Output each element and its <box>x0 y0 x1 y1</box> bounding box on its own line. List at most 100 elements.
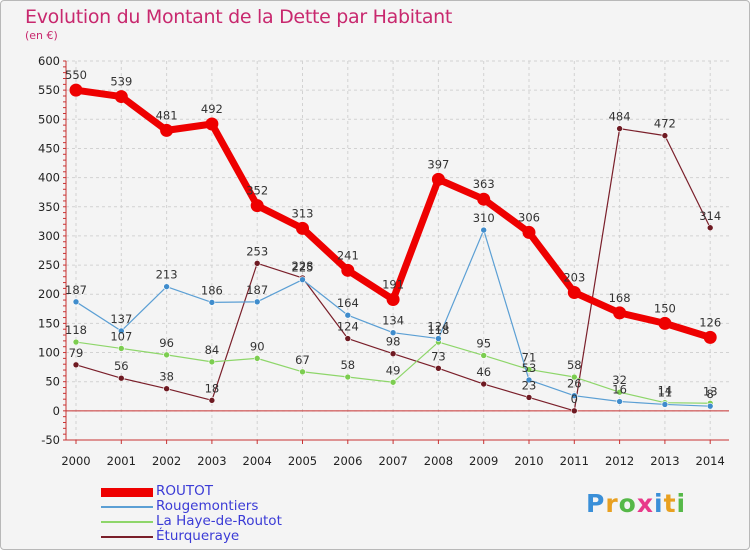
data-point--turqueraye <box>208 397 216 404</box>
legend-swatch--turqueraye <box>101 536 153 538</box>
data-point-la-haye-de-routot <box>616 388 623 396</box>
data-point--turqueraye <box>389 350 397 358</box>
data-point--turqueraye <box>661 132 669 139</box>
data-label-la-haye-de-routot: 71 <box>522 350 537 364</box>
data-label--turqueraye: 79 <box>69 346 84 360</box>
y-tick-label: 200 <box>38 287 60 301</box>
chart-title: Evolution du Montant de la Dette par Hab… <box>25 6 453 28</box>
data-label-routot: 539 <box>110 75 132 89</box>
data-point-rougemontiers <box>480 226 488 234</box>
x-tick-label: 2001 <box>107 454 136 468</box>
data-label-la-haye-de-routot: 14 <box>658 384 673 398</box>
x-tick-label: 2008 <box>424 454 453 468</box>
data-point-la-haye-de-routot <box>208 358 216 366</box>
y-tick-label: 500 <box>38 112 60 126</box>
data-label-routot: 191 <box>382 277 404 291</box>
data-point-rougemontiers <box>525 376 533 384</box>
y-tick-label: 600 <box>38 54 60 68</box>
x-tick-label: 2009 <box>469 454 498 468</box>
data-label--turqueraye: 314 <box>699 209 721 223</box>
data-label-routot: 150 <box>654 301 676 315</box>
x-tick-label: 2014 <box>696 454 725 468</box>
data-label-routot: 203 <box>563 270 585 284</box>
x-tick-label: 2004 <box>243 454 272 468</box>
data-point-la-haye-de-routot <box>389 378 397 386</box>
data-point-la-haye-de-routot <box>570 373 578 381</box>
data-label-routot: 241 <box>337 248 359 262</box>
data-label-rougemontiers: 213 <box>156 268 178 282</box>
data-label-rougemontiers: 187 <box>246 283 268 297</box>
data-point--turqueraye <box>118 374 125 382</box>
y-tick-label: -50 <box>41 433 60 447</box>
data-label-routot: 363 <box>473 177 495 191</box>
y-tick-label: 150 <box>38 316 60 330</box>
data-label-routot: 397 <box>427 157 449 171</box>
data-point-routot <box>296 221 309 235</box>
data-point-routot <box>250 199 264 213</box>
data-point-la-haye-de-routot <box>253 355 261 362</box>
x-tick-label: 2002 <box>152 454 181 468</box>
data-label--turqueraye: 98 <box>386 335 401 349</box>
data-point-la-haye-de-routot <box>299 368 306 376</box>
data-label--turqueraye: 472 <box>654 117 676 131</box>
data-point-la-haye-de-routot <box>344 373 352 381</box>
data-point-routot <box>477 192 491 206</box>
data-label-rougemontiers: 8 <box>707 387 714 401</box>
data-label-routot: 492 <box>201 102 223 116</box>
data-label-la-haye-de-routot: 13 <box>703 384 718 398</box>
data-label-la-haye-de-routot: 95 <box>476 336 491 350</box>
data-label-routot: 126 <box>699 315 721 329</box>
data-point-rougemontiers <box>344 311 352 319</box>
data-label-rougemontiers: 53 <box>522 361 537 375</box>
data-point-routot <box>658 316 672 330</box>
data-label-la-haye-de-routot: 32 <box>612 373 627 387</box>
y-tick-label: 350 <box>38 200 60 214</box>
legend-label--turqueraye: Éturqueraye <box>156 528 240 544</box>
x-tick-label: 2013 <box>650 454 679 468</box>
x-tick-label: 2003 <box>197 454 226 468</box>
data-label-la-haye-de-routot: 84 <box>205 343 220 357</box>
data-label--turqueraye: 484 <box>609 110 631 124</box>
data-label--turqueraye: 73 <box>431 349 446 363</box>
data-point-routot <box>703 330 717 344</box>
data-label-routot: 481 <box>156 108 178 122</box>
x-tick-label: 2000 <box>61 454 90 468</box>
data-point--turqueraye <box>163 385 170 392</box>
data-point-rougemontiers <box>253 298 261 306</box>
plot-area <box>66 61 729 440</box>
data-point-rougemontiers <box>299 276 306 283</box>
data-label-rougemontiers: 310 <box>473 211 495 225</box>
data-label-la-haye-de-routot: 90 <box>250 339 265 353</box>
data-point-rougemontiers <box>72 298 80 306</box>
x-tick-label: 2010 <box>514 454 543 468</box>
legend-label-rougemontiers: Rougemontiers <box>156 498 259 514</box>
data-label-rougemontiers: 187 <box>65 283 87 297</box>
data-point-routot <box>341 263 355 277</box>
y-tick-label: 400 <box>38 171 60 185</box>
y-tick-label: 250 <box>38 258 60 272</box>
data-label-la-haye-de-routot: 67 <box>295 353 310 367</box>
data-label--turqueraye: 0 <box>571 392 578 406</box>
data-point-rougemontiers <box>389 329 397 337</box>
data-point-routot <box>160 123 174 137</box>
data-point--turqueraye <box>344 335 352 342</box>
data-point-rougemontiers <box>706 402 714 410</box>
data-label-rougemontiers: 26 <box>567 377 582 391</box>
x-tick-label: 2012 <box>605 454 634 468</box>
data-point--turqueraye <box>72 361 80 369</box>
data-point-routot <box>386 292 400 306</box>
data-point-rougemontiers <box>118 327 125 335</box>
data-label--turqueraye: 228 <box>292 259 314 273</box>
legend-swatch-la-haye-de-routot <box>101 521 153 523</box>
data-label-routot: 313 <box>292 206 314 220</box>
x-tick-label: 2011 <box>560 454 589 468</box>
data-point--turqueraye <box>616 125 623 132</box>
data-label-la-haye-de-routot: 107 <box>110 329 132 343</box>
data-label-routot: 550 <box>65 68 87 82</box>
data-point--turqueraye <box>435 364 442 372</box>
data-point-routot <box>205 117 219 131</box>
legend-label-la-haye-de-routot: La Haye-de-Routot <box>156 513 282 529</box>
data-label-la-haye-de-routot: 96 <box>159 336 174 350</box>
data-point-rougemontiers <box>661 401 669 408</box>
